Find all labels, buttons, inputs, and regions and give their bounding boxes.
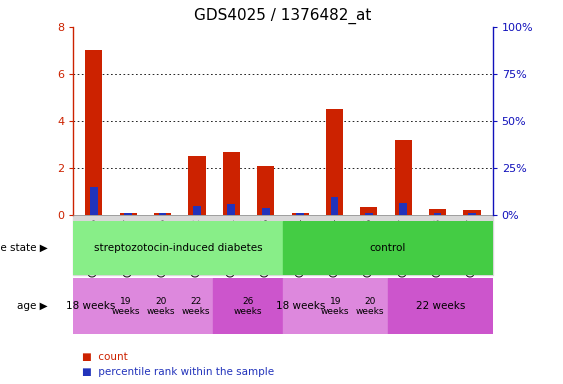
Bar: [395, 140, 412, 215]
Text: ■  count: ■ count: [82, 352, 127, 362]
Bar: [399, 203, 407, 215]
Bar: [330, 197, 338, 215]
Bar: [434, 213, 441, 215]
Text: 18 weeks: 18 weeks: [276, 301, 325, 311]
Bar: [159, 213, 167, 215]
Bar: [213, 278, 283, 334]
Text: disease state ▶: disease state ▶: [0, 243, 48, 253]
Bar: [90, 187, 98, 215]
Bar: [119, 213, 137, 215]
Text: ■  percentile rank within the sample: ■ percentile rank within the sample: [82, 367, 274, 377]
Bar: [353, 278, 388, 334]
Bar: [326, 109, 343, 215]
Bar: [365, 213, 373, 215]
Bar: [296, 213, 304, 215]
Bar: [108, 278, 143, 334]
Bar: [292, 213, 309, 215]
Bar: [124, 213, 132, 215]
Text: 22
weeks: 22 weeks: [181, 296, 210, 316]
Bar: [85, 50, 102, 215]
Bar: [178, 278, 213, 334]
Text: age ▶: age ▶: [17, 301, 48, 311]
Bar: [193, 206, 201, 215]
Bar: [360, 207, 377, 215]
Title: GDS4025 / 1376482_at: GDS4025 / 1376482_at: [194, 8, 372, 24]
Bar: [283, 221, 493, 275]
Bar: [318, 278, 353, 334]
Text: control: control: [369, 243, 406, 253]
Bar: [468, 213, 476, 215]
Text: 19
weeks: 19 weeks: [111, 296, 140, 316]
Bar: [227, 204, 235, 215]
Bar: [262, 208, 270, 215]
Bar: [73, 221, 283, 275]
Text: 18 weeks: 18 weeks: [66, 301, 115, 311]
Bar: [429, 209, 446, 215]
Text: 22 weeks: 22 weeks: [415, 301, 465, 311]
Bar: [223, 152, 240, 215]
Text: 19
weeks: 19 weeks: [321, 296, 350, 316]
Bar: [283, 278, 318, 334]
Text: 20
weeks: 20 weeks: [356, 296, 385, 316]
Text: 26
weeks: 26 weeks: [234, 296, 262, 316]
Bar: [463, 210, 481, 215]
Bar: [388, 278, 493, 334]
Text: streptozotocin-induced diabetes: streptozotocin-induced diabetes: [93, 243, 262, 253]
Bar: [189, 156, 205, 215]
Text: 20
weeks: 20 weeks: [146, 296, 175, 316]
Bar: [257, 166, 274, 215]
Bar: [143, 278, 178, 334]
Bar: [154, 213, 171, 215]
Bar: [73, 278, 108, 334]
